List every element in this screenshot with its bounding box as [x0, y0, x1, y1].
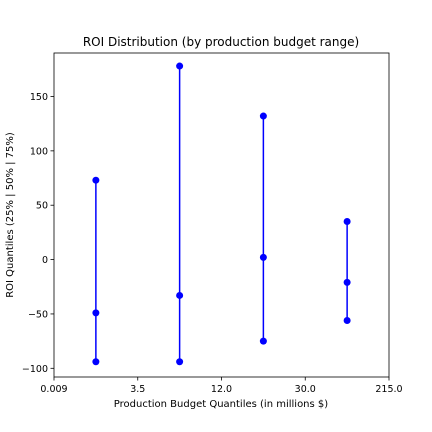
median-point [259, 253, 267, 261]
quantile-25-point [343, 316, 351, 324]
median-point [343, 278, 351, 286]
x-tick-label: 215.0 [375, 384, 402, 395]
chart-title: ROI Distribution (by production budget r… [83, 35, 359, 49]
x-axis-label: Production Budget Quantiles (in millions… [114, 399, 328, 410]
y-tick-label: −100 [22, 364, 48, 375]
x-tick-label: 3.5 [130, 384, 145, 395]
roi-quantile-series [92, 62, 351, 366]
quantile-75-point [92, 176, 100, 184]
quantile-75-point [259, 112, 267, 120]
x-tick-label: 12.0 [211, 384, 232, 395]
quantile-75-point [176, 62, 184, 70]
quantile-25-point [176, 358, 184, 366]
y-tick-label: 100 [30, 146, 48, 157]
quantile-25-point [259, 337, 267, 345]
y-tick-label: −50 [28, 309, 48, 320]
y-axis-label: ROI Quantiles (25% | 50% | 75%) [5, 132, 16, 298]
y-axis: 150 100 50 0 −50 −100 [22, 92, 54, 375]
y-tick-label: 150 [30, 92, 48, 103]
quantile-75-point [343, 218, 351, 226]
x-axis: 0.009 3.5 12.0 30.0 215.0 [40, 377, 403, 395]
x-tick-label: 30.0 [295, 384, 316, 395]
y-tick-label: 0 [42, 255, 48, 266]
y-tick-label: 50 [36, 201, 48, 212]
x-tick-label: 0.009 [40, 384, 67, 395]
median-point [92, 309, 100, 317]
plot-frame [53, 52, 390, 378]
median-point [176, 291, 184, 299]
quantile-25-point [92, 358, 100, 366]
